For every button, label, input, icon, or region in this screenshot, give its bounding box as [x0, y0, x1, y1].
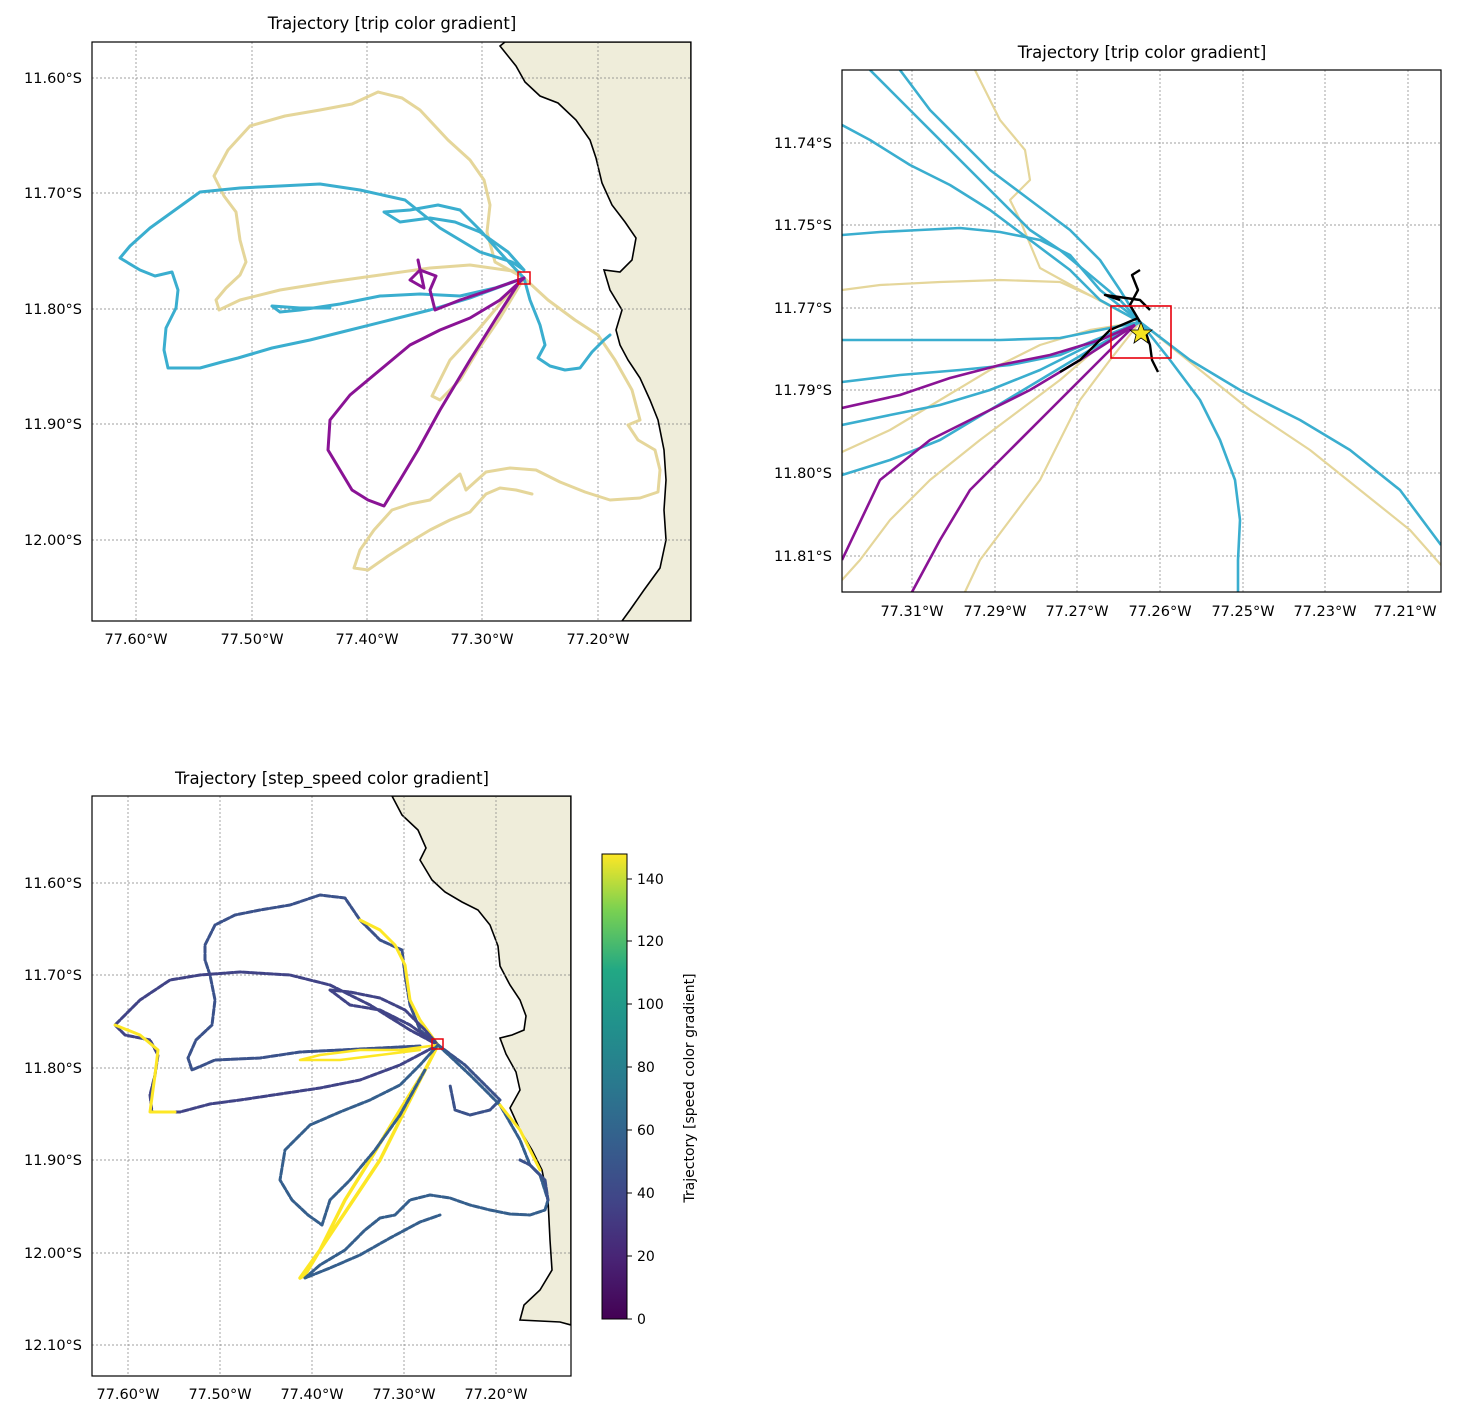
colorbar-tick: 60: [637, 1123, 655, 1139]
lat-tick: 12.00°S: [24, 1246, 82, 1262]
lat-tick-labels: 11.60°S 11.70°S 11.80°S 11.90°S 12.00°S …: [24, 876, 82, 1354]
panel-speed-title: Trajectory [step_speed color gradient]: [174, 769, 489, 789]
colorbar-tick: 20: [637, 1249, 655, 1265]
trajectory-sand-trip: [352, 276, 662, 572]
lon-tick: 77.30°W: [450, 632, 513, 648]
lon-tick: 77.40°W: [280, 1387, 343, 1403]
lon-tick: 77.20°W: [464, 1387, 527, 1403]
lat-tick: 11.81°S: [774, 549, 832, 565]
focus-box: [431, 1038, 444, 1050]
trajectory-blue-trip: [270, 276, 526, 314]
land-area: [498, 42, 691, 621]
lat-tick: 11.79°S: [774, 383, 832, 399]
lon-tick: 77.27°W: [1045, 604, 1108, 620]
colorbar-tick: 80: [637, 1060, 655, 1076]
grid-lines: [92, 796, 571, 1376]
map-frame: [91, 795, 572, 1377]
lon-tick: 77.50°W: [188, 1387, 251, 1403]
trajectory-sand-trip: [212, 90, 526, 312]
lat-tick: 11.60°S: [24, 71, 82, 87]
star-marker: [1128, 320, 1154, 344]
colorbar-tick: 120: [637, 934, 664, 950]
lon-tick: 77.40°W: [335, 632, 398, 648]
colorbar-tick: 40: [637, 1186, 655, 1202]
colorbar-gradient: [601, 853, 628, 1320]
lon-tick: 77.31°W: [880, 604, 943, 620]
lon-tick: 77.23°W: [1293, 604, 1356, 620]
trajectory-speed-paths: [113, 893, 550, 1280]
lat-tick: 11.90°S: [24, 417, 82, 433]
focus-box: [517, 271, 531, 285]
lat-tick: 12.10°S: [24, 1338, 82, 1354]
panel-overview-title: Trajectory [trip color gradient]: [267, 14, 517, 33]
trajectory-blue-trip: [118, 182, 526, 370]
lat-tick: 12.00°S: [24, 533, 82, 549]
panel-zoom: Trajectory [trip color gradient]: [774, 43, 1442, 620]
colorbar-tick: 0: [637, 1312, 646, 1328]
grid-lines: [92, 42, 691, 621]
lat-tick: 11.75°S: [774, 218, 832, 234]
trajectory-blue-trip: [522, 276, 612, 372]
panel-overview: Trajectory [trip color gradient]: [24, 14, 692, 648]
lon-tick: 77.26°W: [1128, 604, 1191, 620]
lat-tick: 11.80°S: [774, 466, 832, 482]
lon-tick: 77.21°W: [1373, 604, 1436, 620]
lon-tick-labels: 77.31°W 77.29°W 77.27°W 77.26°W 77.25°W …: [880, 604, 1436, 620]
trajectory-purple-trips: [326, 258, 526, 508]
lat-tick: 11.70°S: [24, 968, 82, 984]
lon-tick: 77.60°W: [104, 632, 167, 648]
lat-tick: 11.60°S: [24, 876, 82, 892]
trajectory-blue-trips: [842, 70, 1441, 592]
land-area: [391, 796, 571, 1326]
lat-tick: 11.77°S: [774, 301, 832, 317]
colorbar-label: Trajectory [speed color gradient]: [682, 973, 698, 1203]
lat-tick: 11.74°S: [774, 136, 832, 152]
colorbar-tick-marks: [627, 878, 632, 1320]
map-frame: [841, 69, 1442, 593]
lat-tick: 11.70°S: [24, 186, 82, 202]
grid-lines: [842, 70, 1441, 592]
lon-tick-labels: 77.60°W 77.50°W 77.40°W 77.30°W 77.20°W: [96, 1387, 527, 1403]
panel-zoom-title: Trajectory [trip color gradient]: [1017, 43, 1267, 62]
lat-tick-labels: 11.60°S 11.70°S 11.80°S 11.90°S 12.00°S: [24, 71, 82, 549]
panel-speed: Trajectory [step_speed color gradient]: [24, 769, 698, 1403]
lat-tick: 11.90°S: [24, 1153, 82, 1169]
lat-tick: 11.80°S: [24, 1061, 82, 1077]
lon-tick: 77.60°W: [96, 1387, 159, 1403]
focus-box: [1110, 305, 1172, 359]
map-frame: [91, 41, 692, 622]
lat-tick: 11.80°S: [24, 302, 82, 318]
lon-tick: 77.20°W: [566, 632, 629, 648]
lon-tick: 77.50°W: [220, 632, 283, 648]
lon-tick: 77.29°W: [963, 604, 1026, 620]
colorbar-tick: 100: [637, 997, 664, 1013]
lat-tick-labels: 11.74°S 11.75°S 11.77°S 11.79°S 11.80°S …: [774, 136, 832, 565]
lon-tick: 77.30°W: [372, 1387, 435, 1403]
lon-tick-labels: 77.60°W 77.50°W 77.40°W 77.30°W 77.20°W: [104, 632, 629, 648]
trajectory-black-segments: [1059, 268, 1160, 374]
colorbar: 0 20 40 60 80 100 120 140 Trajectory [sp…: [601, 853, 698, 1328]
colorbar-tick: 140: [637, 872, 664, 888]
trajectory-purple-trips: [842, 323, 1136, 592]
lon-tick: 77.25°W: [1211, 604, 1274, 620]
